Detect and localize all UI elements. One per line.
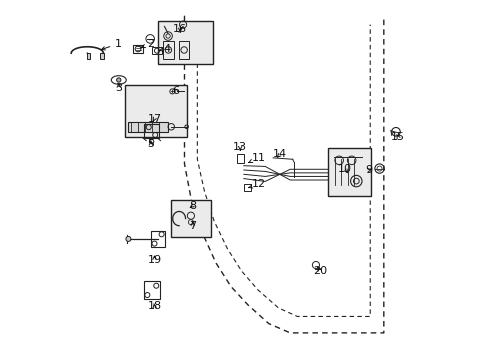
Bar	[171, 200, 210, 237]
Text: 10: 10	[338, 164, 351, 174]
Bar	[100, 53, 103, 59]
Text: 12: 12	[248, 179, 265, 189]
Bar	[163, 41, 173, 59]
Text: 2: 2	[142, 39, 154, 49]
Bar	[124, 85, 187, 137]
Text: 5: 5	[147, 139, 154, 149]
Bar	[237, 154, 244, 163]
Text: 1: 1	[102, 39, 122, 50]
Bar	[143, 282, 160, 298]
Bar	[244, 184, 250, 192]
Text: 16: 16	[173, 24, 187, 34]
Text: 19: 19	[147, 255, 161, 265]
Text: 9: 9	[365, 165, 372, 175]
Bar	[328, 148, 370, 196]
Text: 14: 14	[273, 149, 286, 159]
Text: 7: 7	[189, 221, 196, 231]
Text: 11: 11	[248, 153, 265, 163]
Circle shape	[116, 78, 121, 82]
Bar	[128, 122, 167, 132]
Text: 13: 13	[233, 142, 247, 152]
Text: 17: 17	[147, 113, 161, 123]
Text: 15: 15	[390, 132, 404, 142]
Circle shape	[125, 237, 131, 242]
Text: 3: 3	[115, 83, 122, 93]
Bar	[151, 231, 165, 247]
Text: 20: 20	[312, 266, 326, 276]
Text: 8: 8	[189, 201, 196, 211]
Bar	[179, 41, 189, 59]
Bar	[144, 124, 159, 138]
Bar	[158, 21, 213, 64]
Text: 18: 18	[147, 301, 161, 311]
Bar	[86, 53, 90, 59]
Text: 4: 4	[160, 44, 170, 54]
Bar	[133, 45, 143, 53]
Bar	[152, 47, 162, 54]
Text: 6: 6	[172, 86, 179, 96]
